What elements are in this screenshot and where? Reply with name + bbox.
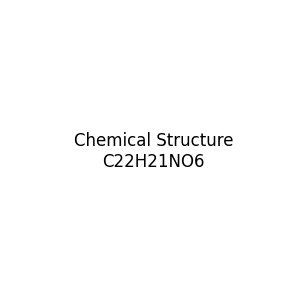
Text: Chemical Structure
C22H21NO6: Chemical Structure C22H21NO6 xyxy=(74,132,233,171)
